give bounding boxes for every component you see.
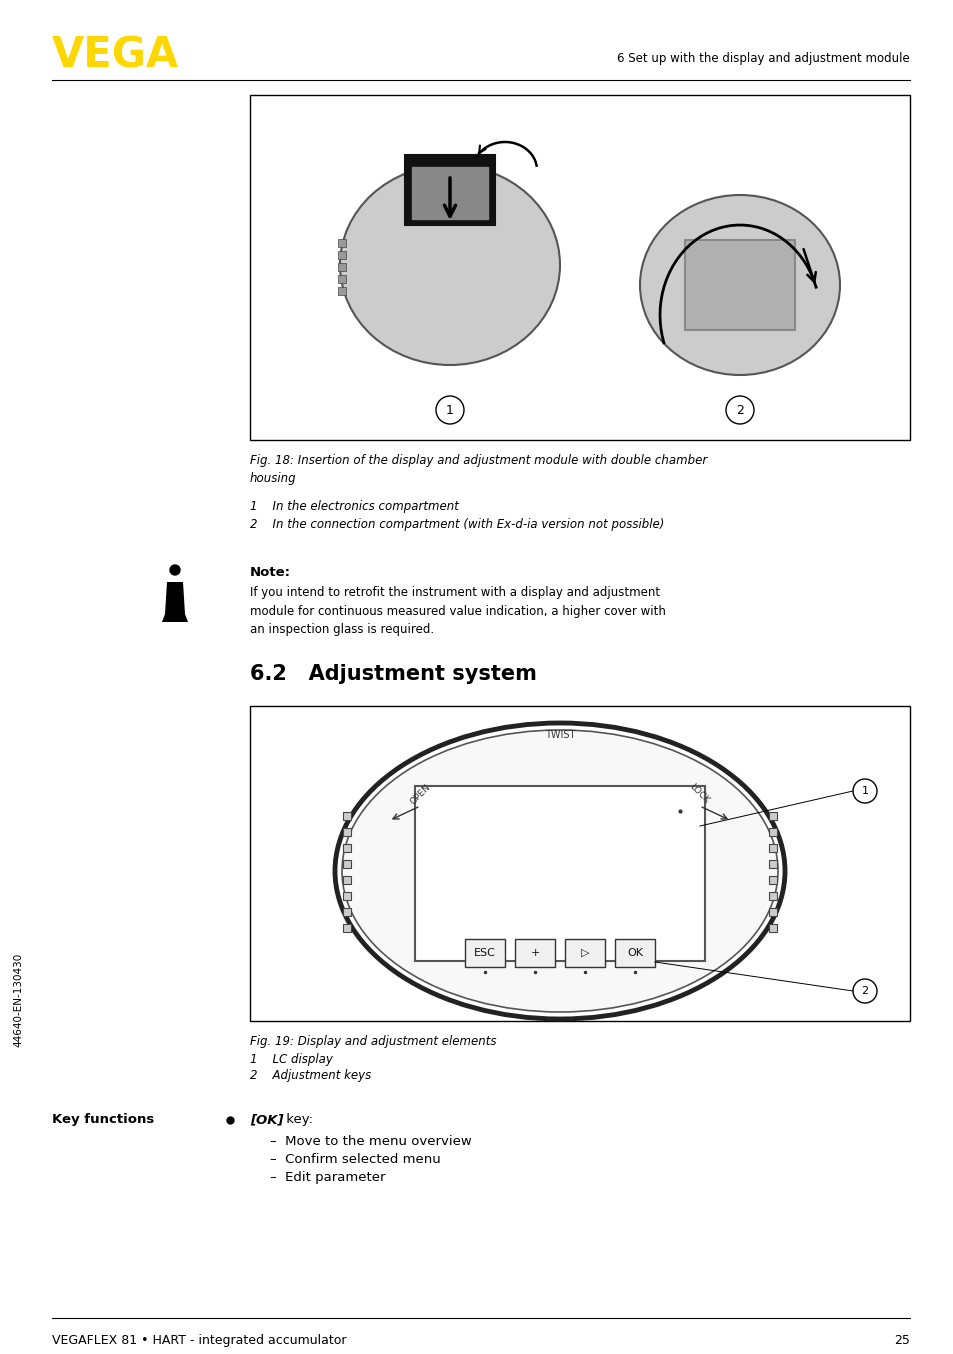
Bar xyxy=(337,275,346,283)
Bar xyxy=(337,263,346,271)
Text: 1: 1 xyxy=(446,403,454,417)
Text: Fig. 19: Display and adjustment elements: Fig. 19: Display and adjustment elements xyxy=(250,1034,496,1048)
Bar xyxy=(250,95,909,440)
Text: 25: 25 xyxy=(893,1334,909,1347)
Text: 1: 1 xyxy=(861,787,867,796)
FancyBboxPatch shape xyxy=(405,154,495,225)
Text: VEGA: VEGA xyxy=(52,35,179,77)
Text: VEGAFLEX 81 • HART - integrated accumulator: VEGAFLEX 81 • HART - integrated accumula… xyxy=(52,1334,346,1347)
Text: +: + xyxy=(530,948,539,959)
Bar xyxy=(415,787,704,961)
Text: LOCK: LOCK xyxy=(687,783,710,806)
Bar xyxy=(250,705,909,1021)
Ellipse shape xyxy=(339,165,559,366)
Bar xyxy=(343,923,351,932)
Bar xyxy=(337,287,346,295)
Bar xyxy=(343,844,351,852)
Text: –  Move to the menu overview: – Move to the menu overview xyxy=(270,1135,471,1148)
Text: Fig. 18: Insertion of the display and adjustment module with double chamber
hous: Fig. 18: Insertion of the display and ad… xyxy=(250,454,706,485)
Text: 44640-EN-130430: 44640-EN-130430 xyxy=(13,953,23,1047)
Text: –  Confirm selected menu: – Confirm selected menu xyxy=(270,1154,440,1166)
Ellipse shape xyxy=(335,723,784,1020)
Text: OK: OK xyxy=(626,948,642,959)
Text: ▷: ▷ xyxy=(580,948,589,959)
Bar xyxy=(768,829,776,835)
Polygon shape xyxy=(165,582,185,613)
Text: 2: 2 xyxy=(736,403,743,417)
Text: 2    In the connection compartment (with Ex-d-ia version not possible): 2 In the connection compartment (with Ex… xyxy=(250,519,663,531)
Bar xyxy=(768,844,776,852)
Bar xyxy=(343,812,351,821)
Text: key:: key: xyxy=(282,1113,313,1127)
Circle shape xyxy=(170,565,180,575)
Text: Note:: Note: xyxy=(250,566,291,580)
Bar xyxy=(768,892,776,900)
Bar xyxy=(343,829,351,835)
Bar xyxy=(337,250,346,259)
Bar xyxy=(768,860,776,868)
Bar xyxy=(768,876,776,884)
Bar xyxy=(768,923,776,932)
Bar xyxy=(515,940,555,967)
Text: [OK]: [OK] xyxy=(250,1113,283,1127)
Text: 2    Adjustment keys: 2 Adjustment keys xyxy=(250,1070,371,1082)
Text: 1    In the electronics compartment: 1 In the electronics compartment xyxy=(250,500,458,513)
Text: Key functions: Key functions xyxy=(52,1113,154,1127)
Bar xyxy=(768,812,776,821)
Text: TWIST: TWIST xyxy=(544,730,575,741)
Bar xyxy=(615,940,655,967)
Text: If you intend to retrofit the instrument with a display and adjustment
module fo: If you intend to retrofit the instrument… xyxy=(250,586,665,636)
Bar xyxy=(337,240,346,246)
FancyBboxPatch shape xyxy=(684,240,794,330)
Text: OPEN: OPEN xyxy=(408,783,432,806)
Bar xyxy=(564,940,604,967)
Text: 2: 2 xyxy=(861,986,867,997)
Ellipse shape xyxy=(639,195,840,375)
Text: 6.2   Adjustment system: 6.2 Adjustment system xyxy=(250,663,537,684)
Text: 1    LC display: 1 LC display xyxy=(250,1053,333,1066)
Polygon shape xyxy=(162,613,188,621)
Ellipse shape xyxy=(341,730,778,1011)
FancyBboxPatch shape xyxy=(412,167,488,219)
Bar xyxy=(464,940,504,967)
Text: –  Edit parameter: – Edit parameter xyxy=(270,1171,385,1183)
Text: ESC: ESC xyxy=(474,948,496,959)
Bar xyxy=(343,892,351,900)
Bar xyxy=(343,860,351,868)
Bar xyxy=(768,909,776,917)
Bar xyxy=(343,909,351,917)
Text: 6 Set up with the display and adjustment module: 6 Set up with the display and adjustment… xyxy=(617,51,909,65)
Bar xyxy=(343,876,351,884)
